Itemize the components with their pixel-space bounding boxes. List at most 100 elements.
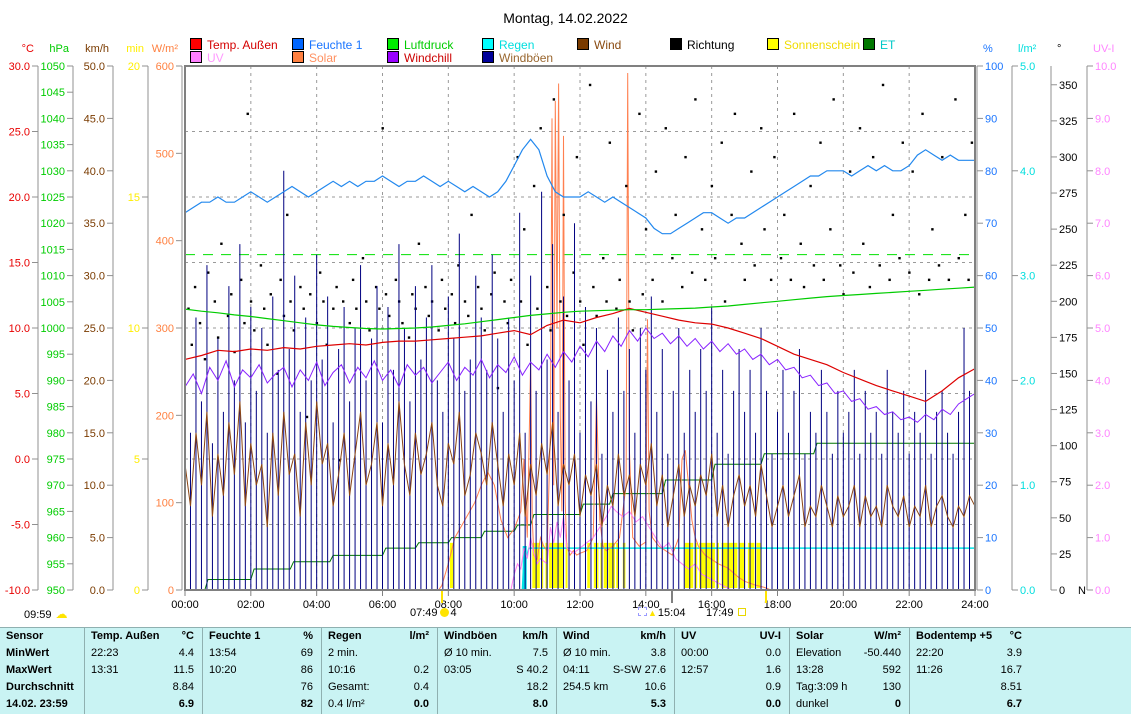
svg-text:8.0: 8.0 — [1095, 166, 1110, 178]
svg-text:1040: 1040 — [41, 113, 65, 125]
cell-label: 11:26 — [916, 664, 943, 676]
table-column-feuchte-1: Feuchte 1% 13:54 69 10:20 86 76 82 — [203, 628, 322, 714]
svg-text:35.0: 35.0 — [84, 218, 105, 230]
table-row: 2 min. — [322, 645, 437, 662]
svg-text:06:00: 06:00 — [369, 599, 397, 611]
table-row: 13:31 11.5 — [85, 662, 202, 679]
svg-text:200: 200 — [156, 410, 174, 422]
table-row: Tag:3:09 h 130 — [790, 679, 909, 696]
svg-text:2.0: 2.0 — [1020, 375, 1035, 387]
svg-text:5.0: 5.0 — [1020, 61, 1035, 73]
svg-text:-5.0: -5.0 — [11, 520, 30, 532]
cell-value: UV-I — [759, 630, 781, 642]
svg-text:50.0: 50.0 — [84, 61, 105, 73]
legend-item-wind: Wind — [577, 38, 622, 52]
legend-label: Feuchte 1 — [309, 38, 363, 52]
svg-text:970: 970 — [47, 480, 65, 492]
cell-label: Durchschnitt — [6, 681, 74, 693]
table-row: 10:16 0.2 — [322, 662, 437, 679]
table-header-row: Regen l/m² — [322, 628, 437, 645]
svg-text:0.0: 0.0 — [15, 454, 30, 466]
legend-item-regen: Regen — [482, 38, 535, 52]
legend-item-solar: Solar — [292, 51, 338, 65]
series-windboeen — [184, 170, 976, 590]
cell-value: 8.0 — [532, 698, 548, 710]
cell-label: 12:57 — [681, 664, 709, 676]
table-row: 10:20 86 — [203, 662, 321, 679]
cell-value: % — [303, 630, 313, 642]
svg-text:350: 350 — [1059, 80, 1077, 92]
cell-value: 0 — [894, 698, 901, 710]
svg-text:24:00: 24:00 — [961, 599, 989, 611]
cell-value: 10.6 — [644, 681, 666, 693]
svg-text:960: 960 — [47, 533, 65, 545]
svg-text:0.0: 0.0 — [1020, 585, 1035, 597]
cell-label: Wind — [563, 630, 590, 642]
cell-label: MaxWert — [6, 664, 52, 676]
svg-text:955: 955 — [47, 559, 65, 571]
table-row: 6.7 — [910, 696, 1030, 713]
table-row: dunkel 0 — [790, 696, 909, 713]
svg-text:20.0: 20.0 — [84, 375, 105, 387]
legend-label: Wind — [594, 38, 622, 52]
legend-item-richtung: Richtung — [670, 38, 734, 52]
svg-text:1020: 1020 — [41, 218, 65, 230]
table-header-row: Temp. Außen °C — [85, 628, 202, 645]
sunrise-time: 07:49 4 — [410, 607, 457, 619]
svg-text:25: 25 — [1059, 549, 1071, 561]
svg-text:300: 300 — [1059, 152, 1077, 164]
table-header-row: UV UV-I — [675, 628, 789, 645]
cell-value: 4.4 — [178, 647, 194, 659]
svg-text:175: 175 — [1059, 332, 1077, 344]
svg-text:02:00: 02:00 — [237, 599, 265, 611]
table-row: 11:26 16.7 — [910, 662, 1030, 679]
svg-text:°: ° — [1057, 43, 1061, 55]
cell-value: 3.9 — [1006, 647, 1022, 659]
table-column-sensor: Sensor MinWert MaxWert Durchschnitt 14.02. 2… — [0, 628, 85, 714]
legend-label: Temp. Außen — [207, 38, 278, 52]
svg-text:0: 0 — [168, 585, 174, 597]
legend-label: Solar — [309, 51, 338, 65]
cell-label: MinWert — [6, 647, 50, 659]
svg-text:5.0: 5.0 — [15, 389, 30, 401]
cell-label: Regen — [328, 630, 362, 642]
series-solar — [438, 72, 772, 591]
page-title: Montag, 14.02.2022 — [503, 10, 628, 26]
legend-swatch — [387, 51, 399, 63]
svg-text:2.0: 2.0 — [1095, 480, 1110, 492]
legend-label: UV — [207, 51, 224, 65]
cell-label: 00:00 — [681, 647, 709, 659]
svg-text:100: 100 — [156, 498, 174, 510]
legend-label: Windböen — [499, 51, 554, 65]
svg-text:10.0: 10.0 — [9, 323, 30, 335]
series-feuchte — [184, 138, 975, 235]
legend-label: ET — [880, 38, 896, 52]
table-row: 04:11 S-SW 27.6 — [557, 662, 674, 679]
legend-label: Regen — [499, 38, 535, 52]
table-column-temp-au-en: Temp. Außen °C 22:23 4.4 13:31 11.5 8.84 6.9 — [85, 628, 203, 714]
table-row: 254.5 km 10.6 — [557, 679, 674, 696]
legend-swatch — [670, 38, 682, 50]
cell-value: 8.51 — [1000, 681, 1022, 693]
svg-text:50: 50 — [1059, 513, 1071, 525]
cell-value: 86 — [300, 664, 313, 676]
cell-value: km/h — [640, 630, 666, 642]
table-row: 76 — [203, 679, 321, 696]
sunset-time: 17:49 — [706, 607, 746, 619]
svg-text:5.0: 5.0 — [90, 533, 105, 545]
row-label: 14.02. 23:59 — [0, 696, 84, 713]
cell-value: 3.8 — [650, 647, 666, 659]
cell-label: 254.5 km — [563, 681, 609, 693]
series-richtung — [187, 83, 974, 462]
cell-value: 7.5 — [532, 647, 548, 659]
svg-text:980: 980 — [47, 428, 65, 440]
svg-text:N: N — [1078, 585, 1086, 597]
cell-label: UV — [681, 630, 697, 642]
legend-item-et: ET — [863, 38, 896, 52]
cell-value: °C — [181, 630, 194, 642]
svg-text:km/h: km/h — [85, 43, 109, 55]
svg-text:30: 30 — [985, 428, 997, 440]
svg-text:1010: 1010 — [41, 271, 65, 283]
cell-value: 0.0 — [765, 647, 781, 659]
svg-text:15.0: 15.0 — [9, 258, 30, 270]
